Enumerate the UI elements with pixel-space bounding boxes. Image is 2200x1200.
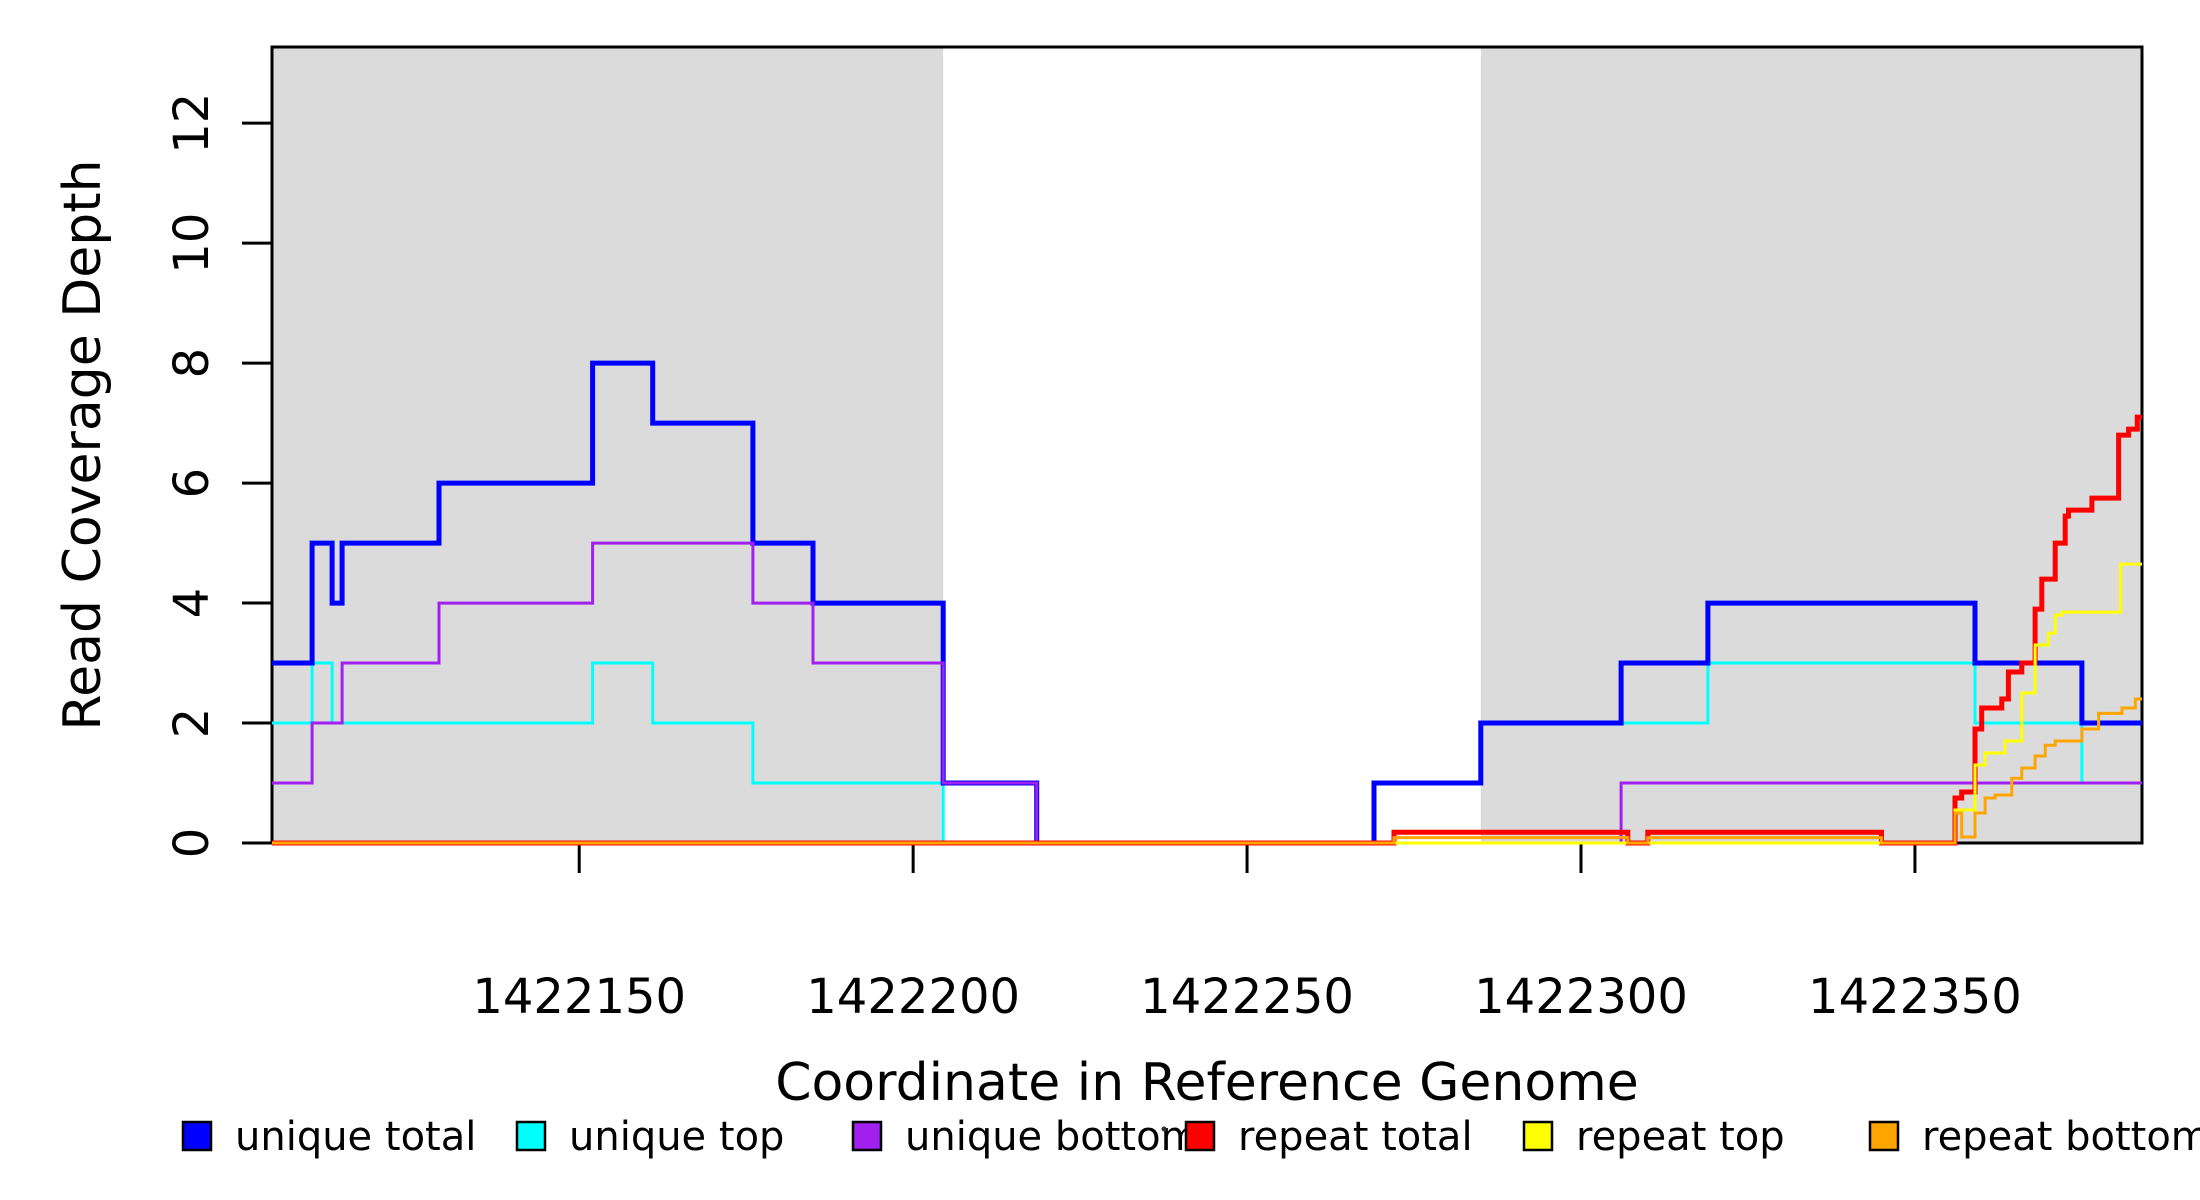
left-gray-block bbox=[272, 47, 944, 843]
legend-item-unique-top: unique top bbox=[515, 1114, 784, 1160]
y-tick-label: 0 bbox=[164, 828, 220, 859]
x-tick-label: 1422250 bbox=[1140, 969, 1354, 1025]
y-tick-label: 12 bbox=[164, 93, 220, 154]
x-axis-title: Coordinate in Reference Genome bbox=[775, 1053, 1639, 1113]
y-tick-label: 10 bbox=[164, 213, 220, 274]
y-tick-label: 8 bbox=[164, 348, 220, 379]
series-lines bbox=[272, 360, 2142, 846]
legend-label: unique bottom bbox=[905, 1114, 1200, 1160]
y-axis-title: Read Coverage Depth bbox=[53, 159, 113, 730]
right-gray-block bbox=[1480, 47, 2142, 843]
y-axis: 0 2 4 6 8 10 12 bbox=[164, 93, 272, 859]
legend-item-repeat-bottom: repeat bottom bbox=[1868, 1114, 2200, 1160]
series-line-unique-bottom bbox=[272, 541, 2142, 845]
stray-dot-artifact bbox=[1161, 1126, 1167, 1132]
y-tick-label: 2 bbox=[164, 708, 220, 739]
shaded-regions bbox=[272, 47, 2142, 843]
legend-item-unique-total: unique total bbox=[181, 1114, 476, 1160]
legend-item-unique-bottom: unique bottom bbox=[851, 1114, 1200, 1160]
x-tick-label: 1422350 bbox=[1808, 969, 2022, 1025]
legend-item-repeat-top: repeat top bbox=[1522, 1114, 1785, 1160]
legend-swatch-icon bbox=[1184, 1120, 1216, 1152]
x-tick-label: 1422200 bbox=[806, 969, 1020, 1025]
legend-label: unique total bbox=[235, 1114, 476, 1160]
legend-swatch-icon bbox=[851, 1120, 883, 1152]
y-tick-label: 4 bbox=[164, 588, 220, 619]
legend-swatch-icon bbox=[181, 1120, 213, 1152]
legend-swatch-icon bbox=[515, 1120, 547, 1152]
series-line-repeat-total bbox=[272, 414, 2142, 846]
legend-item-repeat-total: repeat total bbox=[1184, 1114, 1473, 1160]
series-line-repeat-top bbox=[272, 562, 2142, 845]
legend: unique total unique top unique bottom repea… bbox=[181, 1114, 2200, 1160]
legend-label: repeat bottom bbox=[1922, 1114, 2200, 1160]
legend-label: repeat total bbox=[1238, 1114, 1473, 1160]
series-line-unique-total bbox=[272, 360, 2142, 846]
y-tick-label: 6 bbox=[164, 468, 220, 499]
legend-swatch-icon bbox=[1522, 1120, 1554, 1152]
series-line-repeat-bottom bbox=[272, 697, 2142, 845]
axis-titles: Coordinate in Reference Genome Read Cove… bbox=[53, 159, 1639, 1113]
legend-swatch-icon bbox=[1868, 1120, 1900, 1152]
x-axis: 1422150 1422200 1422250 1422300 1422350 bbox=[472, 843, 2022, 1025]
legend-label: repeat top bbox=[1576, 1114, 1785, 1160]
x-tick-label: 1422300 bbox=[1474, 969, 1688, 1025]
x-tick-label: 1422150 bbox=[472, 969, 686, 1025]
series-line-unique-top bbox=[272, 661, 2142, 845]
legend-label: unique top bbox=[569, 1114, 784, 1160]
